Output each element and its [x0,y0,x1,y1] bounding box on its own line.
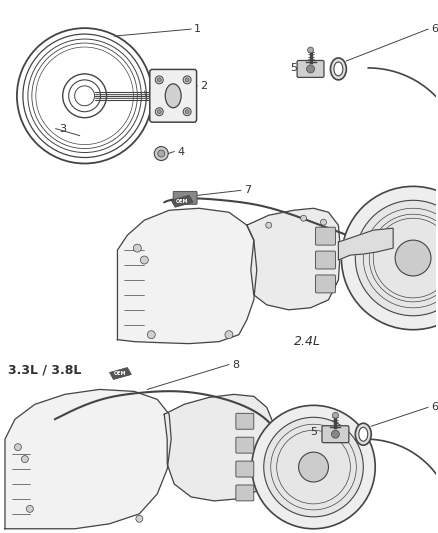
Circle shape [321,219,326,225]
Circle shape [136,515,143,522]
FancyBboxPatch shape [173,191,197,204]
Circle shape [266,222,272,228]
Circle shape [158,150,165,157]
Circle shape [307,65,314,73]
Circle shape [355,200,438,316]
Circle shape [307,47,314,53]
Text: 6: 6 [431,24,438,34]
Text: 3.3L / 3.8L: 3.3L / 3.8L [8,363,81,376]
FancyBboxPatch shape [322,426,349,443]
Circle shape [395,240,431,276]
FancyBboxPatch shape [150,69,197,122]
Circle shape [300,215,307,221]
FancyBboxPatch shape [315,251,336,269]
Text: 4: 4 [177,147,184,157]
Circle shape [26,505,33,512]
Polygon shape [110,368,131,379]
Polygon shape [171,195,193,207]
Circle shape [183,108,191,116]
Circle shape [185,78,189,82]
Ellipse shape [334,62,343,76]
Text: 2: 2 [200,81,207,91]
Circle shape [332,413,339,418]
Circle shape [264,417,363,517]
Text: 6: 6 [431,402,438,413]
Text: 8: 8 [232,360,239,369]
FancyBboxPatch shape [297,60,324,77]
Circle shape [225,330,233,338]
Text: 5: 5 [290,63,297,73]
Polygon shape [117,208,257,344]
Circle shape [341,187,438,330]
FancyBboxPatch shape [236,437,254,453]
Circle shape [332,430,339,438]
Text: 3: 3 [59,124,66,134]
FancyBboxPatch shape [315,275,336,293]
Ellipse shape [330,58,346,80]
Text: OEM: OEM [114,371,127,376]
Circle shape [183,76,191,84]
Circle shape [155,76,163,84]
Circle shape [154,147,168,160]
Circle shape [185,110,189,114]
Circle shape [252,405,375,529]
Circle shape [157,78,161,82]
Circle shape [134,244,141,252]
Polygon shape [5,390,171,529]
Ellipse shape [359,427,368,441]
Circle shape [21,456,28,463]
FancyBboxPatch shape [236,485,254,501]
Ellipse shape [165,84,181,108]
Circle shape [140,256,148,264]
Text: 2.4L: 2.4L [293,335,321,348]
Circle shape [14,443,21,450]
Circle shape [147,330,155,338]
Text: OEM: OEM [176,199,188,204]
FancyBboxPatch shape [236,413,254,429]
Circle shape [157,110,161,114]
FancyBboxPatch shape [315,227,336,245]
Polygon shape [164,394,277,501]
Polygon shape [339,228,393,260]
Text: 1: 1 [194,24,201,34]
Ellipse shape [355,423,371,445]
Polygon shape [247,208,340,310]
Circle shape [155,108,163,116]
FancyBboxPatch shape [236,461,254,477]
Circle shape [299,452,328,482]
Text: 7: 7 [244,185,251,196]
Text: 5: 5 [311,427,318,437]
